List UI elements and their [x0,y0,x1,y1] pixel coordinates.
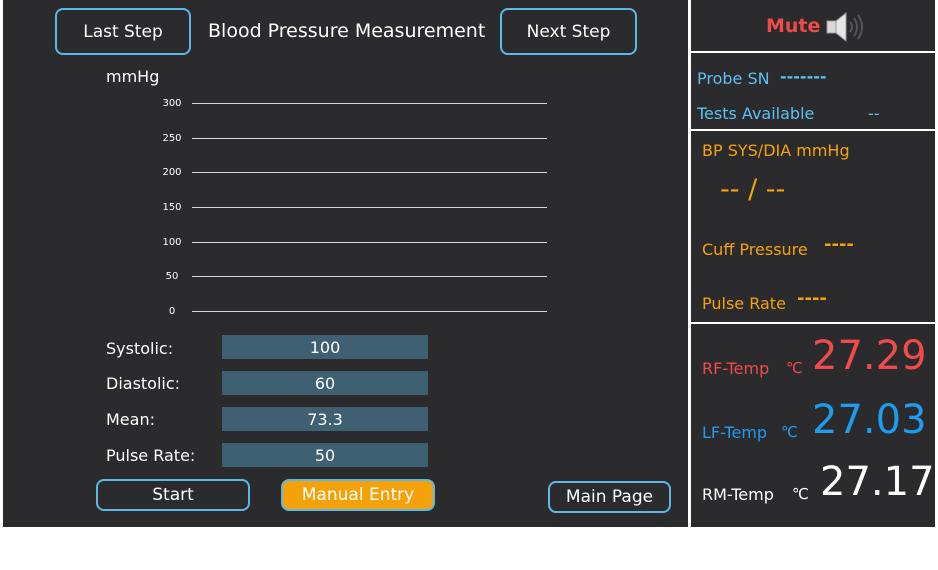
rm-temp-unit: ℃ [792,485,809,503]
bp-value: -- / -- [720,174,786,205]
gridline [192,103,547,104]
rf-temp-unit: ℃ [786,359,803,377]
tests-available-label: Tests Available [697,104,815,123]
chart-unit-label: mmHg [106,67,160,86]
diastolic-label: Diastolic: [106,374,181,393]
y-tick-label: 50 [165,271,179,283]
probe-sn-label: Probe SN [697,69,770,88]
side-divider [691,129,935,131]
lf-temp-unit: ℃ [781,423,798,441]
cuff-pressure-value: ---- [824,234,854,255]
mute-label[interactable]: Mute [766,15,821,37]
start-button[interactable]: Start [96,479,250,511]
y-tick-label: 0 [168,306,176,317]
systolic-label: Systolic: [106,339,174,358]
pulse-rate-label: Pulse Rate: [106,446,196,465]
next-step-button[interactable]: Next Step [500,8,637,55]
side-divider [691,51,935,53]
side-divider [691,322,935,324]
lf-temp-value: 27.03 [812,397,927,443]
lf-temp-label: LF-Temp [702,423,768,442]
mean-field[interactable]: 73.3 [222,407,428,431]
main-page-button[interactable]: Main Page [548,481,671,513]
gridline [192,137,547,139]
cuff-pressure-label: Cuff Pressure [702,240,808,259]
y-tick-label: 100 [162,236,182,248]
rm-temp-label: RM-Temp [702,485,774,504]
panel-divider [688,0,691,527]
systolic-field[interactable]: 100 [222,335,428,359]
last-step-button[interactable]: Last Step [55,8,191,55]
y-tick-label: 200 [162,167,182,179]
y-tick-label: 250 [162,132,182,144]
page-title: Blood Pressure Measurement [208,20,486,42]
speaker-icon[interactable] [826,11,870,43]
tests-available-value: -- [868,104,880,123]
rf-temp-value: 27.29 [812,333,927,379]
gridline [192,276,547,278]
pulse-rate-field[interactable]: 50 [222,443,428,467]
main-panel [3,0,688,527]
pulse-rate-status-label: Pulse Rate [702,294,786,313]
gridline [192,207,547,208]
pulse-rate-status-value: ---- [797,288,827,309]
mean-label: Mean: [106,410,155,429]
manual-entry-button[interactable]: Manual Entry [281,479,435,511]
gridline [192,311,547,312]
probe-sn-value: ------- [780,67,827,86]
rf-temp-label: RF-Temp [702,359,770,378]
diastolic-field[interactable]: 60 [222,371,428,395]
y-tick-label: 300 [162,98,182,109]
rm-temp-value: 27.17 [820,459,935,505]
bp-label: BP SYS/DIA mmHg [702,141,850,160]
y-tick-label: 150 [162,202,182,213]
status-panel [691,0,935,527]
gridline [192,172,547,174]
gridline [192,241,547,243]
